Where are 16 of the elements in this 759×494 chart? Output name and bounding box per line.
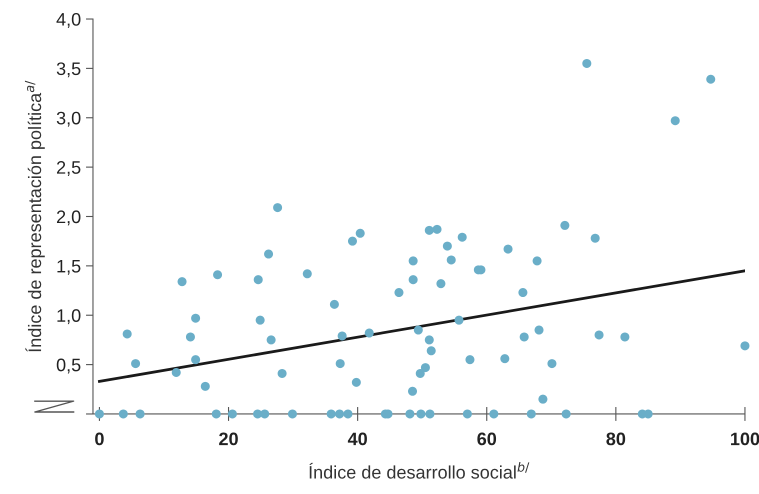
- y-tick-label: 0,5: [56, 358, 80, 374]
- y-tick-label: 3,0: [56, 112, 80, 127]
- x-tick-label: 80: [606, 432, 626, 446]
- y-tick-label: 3,5: [56, 62, 80, 78]
- x-tick-label: 0: [95, 432, 104, 446]
- y-tick-label: 4,0: [56, 12, 80, 28]
- x-axis-title: Índice de desarrollo social$^{b/}$: [309, 462, 530, 479]
- y-tick-label: 1,0: [57, 309, 80, 324]
- y-axis-title: Índice de representación política$^{a/}$: [24, 80, 45, 352]
- x-tick-label: 40: [348, 432, 367, 446]
- y-tick-label: 2,0: [56, 210, 80, 226]
- x-tick-label: 20: [219, 432, 238, 446]
- y-tick-label: 2,5: [56, 161, 80, 176]
- x-tick-label: 60: [477, 432, 496, 446]
- x-tick-label: 100: [731, 432, 759, 446]
- y-tick-label: 1,5: [57, 260, 80, 275]
